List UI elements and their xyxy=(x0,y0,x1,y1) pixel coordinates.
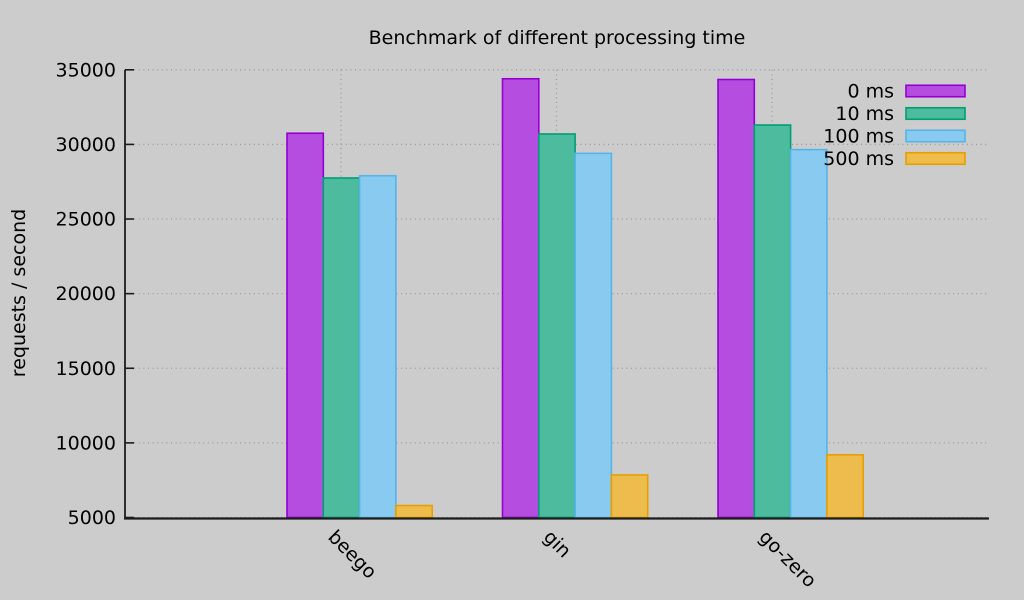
legend-label-0ms: 0 ms xyxy=(847,81,894,103)
y-tick-label-10000: 10000 xyxy=(56,432,116,454)
legend-swatch-100ms xyxy=(905,129,966,143)
legend-entry-100ms: 100 ms xyxy=(823,126,966,148)
y-axis-title: requests / second xyxy=(8,209,30,377)
bar-go-zero-10ms xyxy=(753,124,792,519)
bar-gin-500ms xyxy=(610,474,649,519)
y-tick-label-35000: 35000 xyxy=(56,59,116,81)
x-tick-label-gin: gin xyxy=(539,526,575,562)
legend-entry-10ms: 10 ms xyxy=(835,103,966,125)
chart-title: Benchmark of different processing time xyxy=(369,27,746,49)
legend-label-100ms: 100 ms xyxy=(823,126,894,148)
bar-gin-0ms xyxy=(501,77,540,519)
y-tick-label-20000: 20000 xyxy=(56,283,116,305)
legend-swatch-500ms xyxy=(905,151,966,166)
bar-beego-0ms xyxy=(286,132,325,519)
legend-entry-0ms: 0 ms xyxy=(847,81,966,103)
x-tick-label-go-zero: go-zero xyxy=(754,526,820,592)
bar-gin-100ms xyxy=(574,152,613,519)
y-tick-label-15000: 15000 xyxy=(56,358,116,380)
y-tick-label-25000: 25000 xyxy=(56,209,116,231)
bar-gin-10ms xyxy=(537,133,576,519)
legend-swatch-10ms xyxy=(905,106,966,121)
x-tick-label-beego: beego xyxy=(323,526,380,583)
bar-beego-100ms xyxy=(358,174,397,519)
bar-beego-500ms xyxy=(395,504,433,519)
legend-label-10ms: 10 ms xyxy=(835,103,894,125)
bar-beego-10ms xyxy=(322,177,361,519)
bar-go-zero-0ms xyxy=(717,78,756,519)
legend-entry-500ms: 500 ms xyxy=(823,148,966,170)
bars-layer xyxy=(286,77,865,519)
bar-go-zero-100ms xyxy=(789,148,828,519)
y-tick-label-5000: 5000 xyxy=(68,507,116,529)
bar-go-zero-500ms xyxy=(826,454,865,519)
legend-swatch-0ms xyxy=(905,84,966,98)
legend-label-500ms: 500 ms xyxy=(823,148,894,170)
y-tick-label-30000: 30000 xyxy=(56,134,116,156)
